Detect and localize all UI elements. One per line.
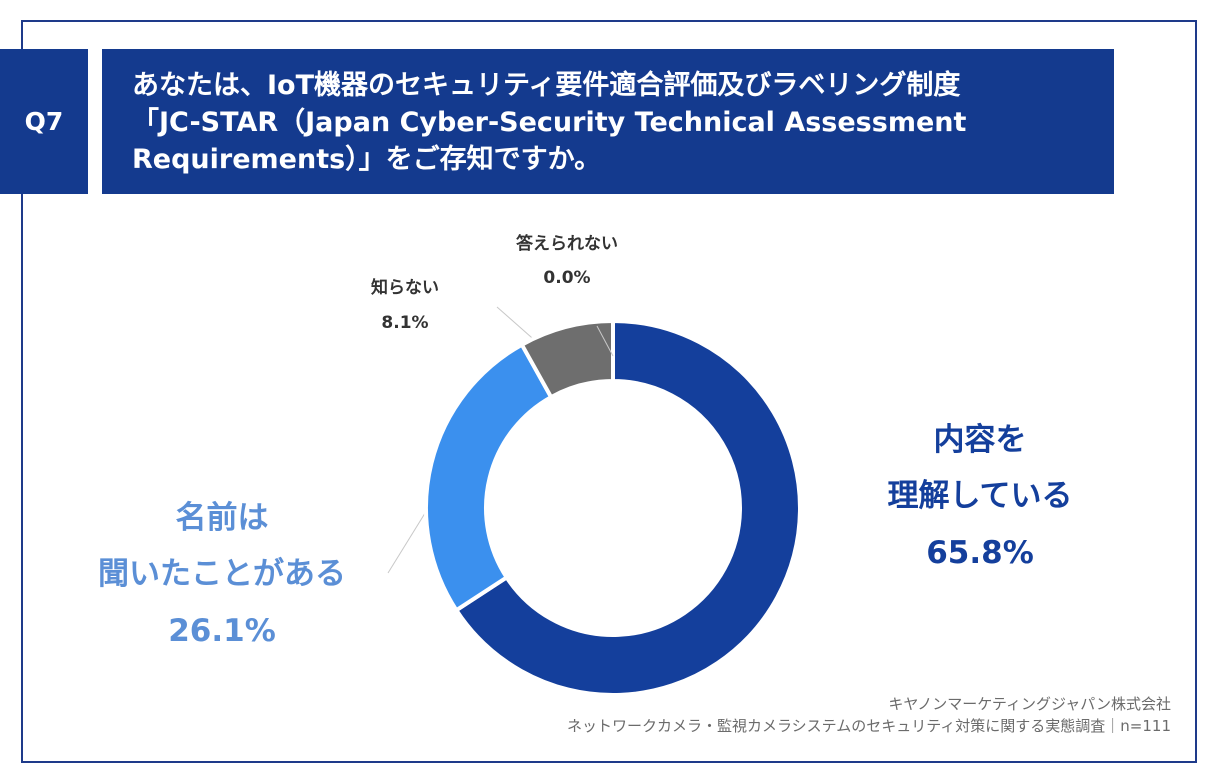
question-number-badge: Q7 — [0, 49, 88, 194]
question-line-1: あなたは、IoT機器のセキュリティ要件適合評価及びラベリング制度 — [132, 70, 961, 101]
donut-slice — [424, 341, 554, 613]
chart-frame — [21, 20, 1197, 763]
source-survey: ネットワークカメラ・監視カメラシステムのセキュリティ対策に関する実態調査｜n=1… — [566, 717, 1171, 735]
slice-value-label: 65.8% — [926, 535, 1034, 571]
slice-label: 名前は — [176, 500, 269, 536]
donut-slice — [453, 318, 802, 697]
slice-label: 答えられない — [516, 233, 618, 254]
question-box: あなたは、IoT機器のセキュリティ要件適合評価及びラベリング制度 「JC-STA… — [102, 49, 1114, 194]
question-line-2: 「JC-STAR（Japan Cyber-Security Technical … — [132, 107, 967, 138]
slice-value-label: 8.1% — [381, 313, 428, 333]
slice-value-label: 0.0% — [543, 268, 590, 288]
question-line-3: Requirements）」をご存知ですか。 — [132, 144, 602, 175]
source-company: キヤノンマーケティングジャパン株式会社 — [888, 695, 1171, 713]
slice-value-label: 26.1% — [168, 613, 276, 649]
slice-label: 理解している — [887, 478, 1072, 514]
source-note: キヤノンマーケティングジャパン株式会社 ネットワークカメラ・監視カメラシステムの… — [567, 693, 1171, 737]
slice-label: 聞いたことがある — [98, 556, 346, 592]
donut-slice — [519, 318, 615, 400]
slice-label: 知らない — [370, 277, 439, 298]
question-number: Q7 — [24, 107, 64, 136]
slice-label: 内容を — [934, 422, 1027, 458]
leader-line — [596, 325, 614, 357]
